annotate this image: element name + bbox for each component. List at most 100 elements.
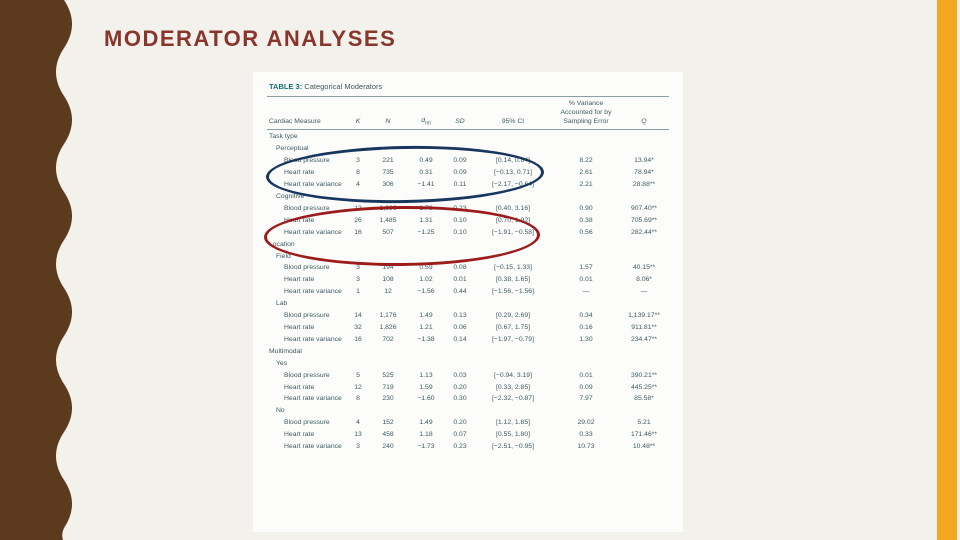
row-label: Cognitive <box>276 193 305 201</box>
table-cell: 0.01 <box>579 371 593 379</box>
table-cell: 0.01 <box>453 276 467 284</box>
table-cell: — <box>640 288 648 296</box>
table-row: Heart rate 8 735 0.31 0.09 [−0.13, 0.71] 2.61 7… <box>267 167 669 179</box>
row-label: No <box>276 407 285 415</box>
table-cell: 306 <box>382 181 394 189</box>
row-label: Yes <box>276 359 288 367</box>
table-cell: 0.10 <box>453 228 467 236</box>
table-cell: 1.02 <box>419 276 433 284</box>
table-row: Heart rate variance 3 240 −1.73 0.23 [−2.51, … <box>267 441 669 453</box>
table-cell: [−2.32, −0.87] <box>492 395 534 403</box>
row-label: Lab <box>276 300 288 308</box>
table-cell: 0.09 <box>453 157 467 165</box>
table-row: Blood pressure 4 152 1.49 0.20 [1.12, 1.85] 29… <box>267 417 669 429</box>
row-label: Heart rate <box>284 216 315 224</box>
table-cell: [−1.91, −0.58] <box>492 228 534 236</box>
row-label: Heart rate variance <box>284 181 342 189</box>
col-q: Q <box>641 117 647 125</box>
row-label: Blood pressure <box>284 204 330 212</box>
table-cell: 5 <box>356 371 360 379</box>
table-cell: 0.09 <box>579 383 593 391</box>
table-cell: 282.44** <box>630 228 658 236</box>
table-cell: 8.06* <box>636 276 652 284</box>
table-row: Blood pressure 5 525 1.13 0.03 [−0.94, 3.19] 0… <box>267 370 669 382</box>
table-cell: 3 <box>356 443 360 451</box>
table-cell: 1.18 <box>419 431 433 439</box>
table-row: Blood pressure 14 1,176 1.49 0.13 [0.29, 2.69… <box>267 310 669 322</box>
table-cell: [0.70, 1.92] <box>495 216 530 224</box>
table-cell: 702 <box>382 335 394 343</box>
row-label: Heart rate variance <box>284 443 342 451</box>
row-label: Field <box>276 252 291 260</box>
left-wave-decoration <box>0 0 90 540</box>
table-row: Blood pressure 12 1,066 1.78 0.23 [0.40, 3.16… <box>267 203 669 215</box>
table-row: Heart rate 32 1,826 1.21 0.06 [0.67, 1.75] 0.1… <box>267 322 669 334</box>
table-cell: 1.59 <box>419 383 433 391</box>
table-cell: 4 <box>356 181 360 189</box>
table-row: Lab <box>267 298 669 310</box>
table-cell: −1.41 <box>417 181 435 189</box>
table-cell: 14 <box>354 312 362 320</box>
table-cell: 1,485 <box>379 216 397 224</box>
table-row: Task type <box>267 131 669 143</box>
table-cell: 2.61 <box>579 169 593 177</box>
table-cell: [0.14, 0.84] <box>495 157 530 165</box>
table-cell: 194 <box>382 264 394 272</box>
table-cell: −1.60 <box>417 395 435 403</box>
table-cell: 390.21** <box>630 371 658 379</box>
table-cell: 3 <box>356 276 360 284</box>
table-row: Heart rate 26 1,485 1.31 0.10 [0.70, 1.92] 0.3… <box>267 215 669 227</box>
table-row: Heart rate variance 8 230 −1.60 0.30 [−2.32, … <box>267 393 669 405</box>
table-cell: 0.23 <box>453 443 467 451</box>
col-ci: 95% CI <box>501 117 525 125</box>
table-cell: 0.08 <box>453 264 467 272</box>
table-cell: 5.21 <box>637 419 651 427</box>
table-row: Yes <box>267 358 669 370</box>
table-cell: 0.14 <box>453 335 467 343</box>
table-cell: 0.03 <box>453 371 467 379</box>
col-n: N <box>385 117 391 125</box>
col-k: K <box>355 117 361 125</box>
table-cell: 3 <box>356 157 360 165</box>
table-cell: 16 <box>354 228 362 236</box>
table-row: Blood pressure 3 194 0.59 0.08 [−0.15, 1.33] 1… <box>267 262 669 274</box>
table-cell: [0.67, 1.75] <box>495 323 530 331</box>
table-cell: [0.33, 2.85] <box>495 383 530 391</box>
table-row: Heart rate variance 4 306 −1.41 0.11 [−2.17, … <box>267 179 669 191</box>
col-sd: SD <box>455 117 465 125</box>
row-label: Blood pressure <box>284 419 330 427</box>
table-cell: 0.20 <box>453 419 467 427</box>
table-cell: 234.47** <box>630 335 658 343</box>
table-cell: −1.56 <box>417 288 435 296</box>
row-label: Heart rate variance <box>284 288 342 296</box>
table-cell: 1,066 <box>379 204 397 212</box>
table-cell: 0.90 <box>579 204 593 212</box>
table-row: Multimodal <box>267 346 669 358</box>
table-cell: 1.13 <box>419 371 433 379</box>
table-cell: 1.78 <box>419 204 433 212</box>
row-label: Task type <box>269 133 298 141</box>
row-label: Heart rate <box>284 323 315 331</box>
table-cell: 28.88** <box>632 181 656 189</box>
slide-title: MODERATOR ANALYSES <box>104 26 397 51</box>
table-row: Heart rate 12 719 1.59 0.20 [0.33, 2.85] 0.09 4… <box>267 382 669 394</box>
table-cell: [−1.56, −1.56] <box>492 288 534 296</box>
table-cell: 0.33 <box>579 431 593 439</box>
table-cell: 445.25** <box>630 383 658 391</box>
table-cell: 12 <box>354 383 362 391</box>
table-row: Heart rate 3 108 1.02 0.01 [0.38, 1.65] 0.01 8.… <box>267 274 669 286</box>
table-row: No <box>267 405 669 417</box>
row-label: Blood pressure <box>284 312 330 320</box>
table-cell: [−0.15, 1.33] <box>494 264 532 272</box>
row-label: Heart rate <box>284 276 315 284</box>
table-row: Field <box>267 251 669 263</box>
table-cell: 40.15** <box>632 264 656 272</box>
col-d: drm <box>421 116 431 126</box>
row-label: Heart rate <box>284 431 315 439</box>
table-cell: 78.94* <box>634 169 654 177</box>
table-cell: 3 <box>356 264 360 272</box>
table-cell: 240 <box>382 443 394 451</box>
table-cell: 171.46** <box>630 431 658 439</box>
row-label: Heart rate variance <box>284 228 342 236</box>
col-cardiac-measure: Cardiac Measure <box>269 117 321 125</box>
